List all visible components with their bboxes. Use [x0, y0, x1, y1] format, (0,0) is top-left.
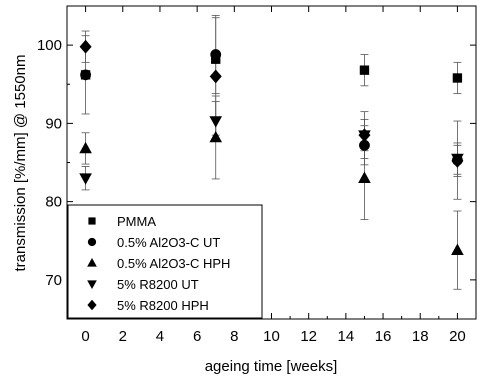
- x-tick-label: 14: [338, 328, 355, 345]
- legend: PMMA 0.5% Al2O3-C UT 0.5% Al2O3-C HPH 5% R8…: [67, 204, 263, 319]
- data-point: [452, 73, 463, 83]
- legend-marker: [87, 257, 97, 267]
- legend-label: PMMA: [117, 214, 156, 229]
- data-point: [80, 69, 91, 81]
- x-tick-label: 4: [156, 328, 164, 345]
- data-markers: [79, 39, 464, 255]
- legend-marker: [87, 237, 97, 247]
- data-point: [79, 141, 92, 154]
- x-tick-label: 2: [119, 328, 127, 345]
- legend-box: [67, 204, 263, 319]
- x-axis-label: ageing time [weeks]: [205, 358, 338, 375]
- legend-label: 5% R8200 UT: [117, 277, 199, 292]
- data-point: [359, 65, 370, 75]
- y-tick-label: 80: [45, 194, 62, 211]
- data-point: [451, 154, 464, 168]
- data-point: [358, 171, 371, 183]
- x-tick-label: 16: [375, 328, 392, 345]
- x-axis-ticks: 0 2 4 6 8 10 12 14 16 18 20: [81, 6, 466, 345]
- data-point: [359, 139, 370, 151]
- y-tick-label: 90: [45, 115, 62, 132]
- x-tick-label: 0: [81, 328, 89, 345]
- data-point: [209, 130, 223, 143]
- y-axis-ticks: 70 80 90 100: [37, 5, 476, 320]
- data-point: [79, 173, 92, 185]
- x-tick-label: 6: [193, 328, 201, 345]
- x-tick-label: 10: [263, 328, 280, 345]
- legend-marker: [88, 217, 96, 225]
- y-tick-label: 100: [37, 37, 62, 54]
- x-tick-label: 12: [300, 328, 317, 345]
- legend-items: PMMA 0.5% Al2O3-C UT 0.5% Al2O3-C HPH 5% R8…: [87, 214, 230, 313]
- data-point: [209, 116, 223, 128]
- data-point: [451, 243, 464, 255]
- legend-label: 0.5% Al2O3-C HPH: [117, 256, 230, 271]
- x-tick-label: 20: [449, 328, 466, 345]
- legend-label: 5% R8200 HPH: [117, 298, 209, 313]
- legend-marker: [87, 280, 97, 290]
- x-tick-label: 8: [230, 328, 238, 345]
- legend-label: 0.5% Al2O3-C UT: [117, 235, 220, 250]
- data-point: [79, 39, 92, 54]
- y-tick-label: 70: [45, 272, 62, 289]
- legend-marker: [87, 299, 97, 311]
- data-point: [209, 69, 222, 84]
- x-tick-label: 18: [412, 328, 429, 345]
- y-axis-label: transmission [%/mm] @ 1550nm: [12, 55, 29, 272]
- data-point: [358, 128, 371, 143]
- data-point: [210, 49, 222, 60]
